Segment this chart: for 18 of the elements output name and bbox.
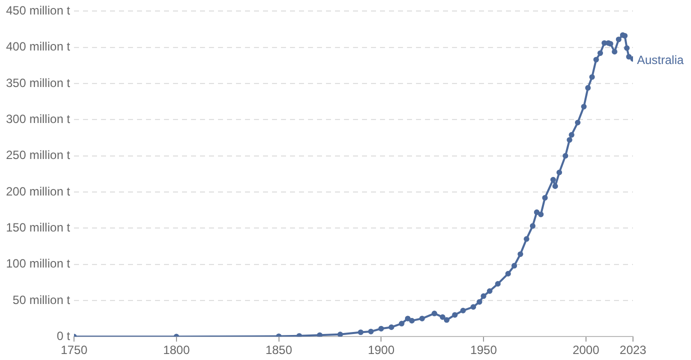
y-tick-label: 200 million t — [6, 184, 71, 198]
x-tick-label: 1850 — [265, 343, 292, 358]
y-tick-label: 350 million t — [6, 76, 71, 90]
y-tick-label: 150 million t — [6, 220, 71, 234]
x-tick-label: 1950 — [470, 343, 498, 358]
y-tick-label: 450 million t — [6, 4, 71, 18]
y-tick-label: 50 million t — [12, 292, 71, 307]
y-tick-label: 250 million t — [6, 148, 71, 162]
y-tick-label: 400 million t — [6, 40, 71, 54]
x-tick-label: 1750 — [60, 343, 88, 358]
series-label: Australia — [637, 53, 684, 68]
x-tick-label: 1800 — [163, 343, 190, 358]
y-tick-label: 0 t — [56, 328, 71, 343]
y-tick-label: 100 million t — [6, 256, 71, 271]
y-tick-label: 300 million t — [6, 112, 71, 126]
x-tick-label: 2023 — [620, 343, 647, 358]
x-tick-label: 1900 — [368, 343, 395, 358]
x-tick-label: 2000 — [572, 343, 600, 358]
